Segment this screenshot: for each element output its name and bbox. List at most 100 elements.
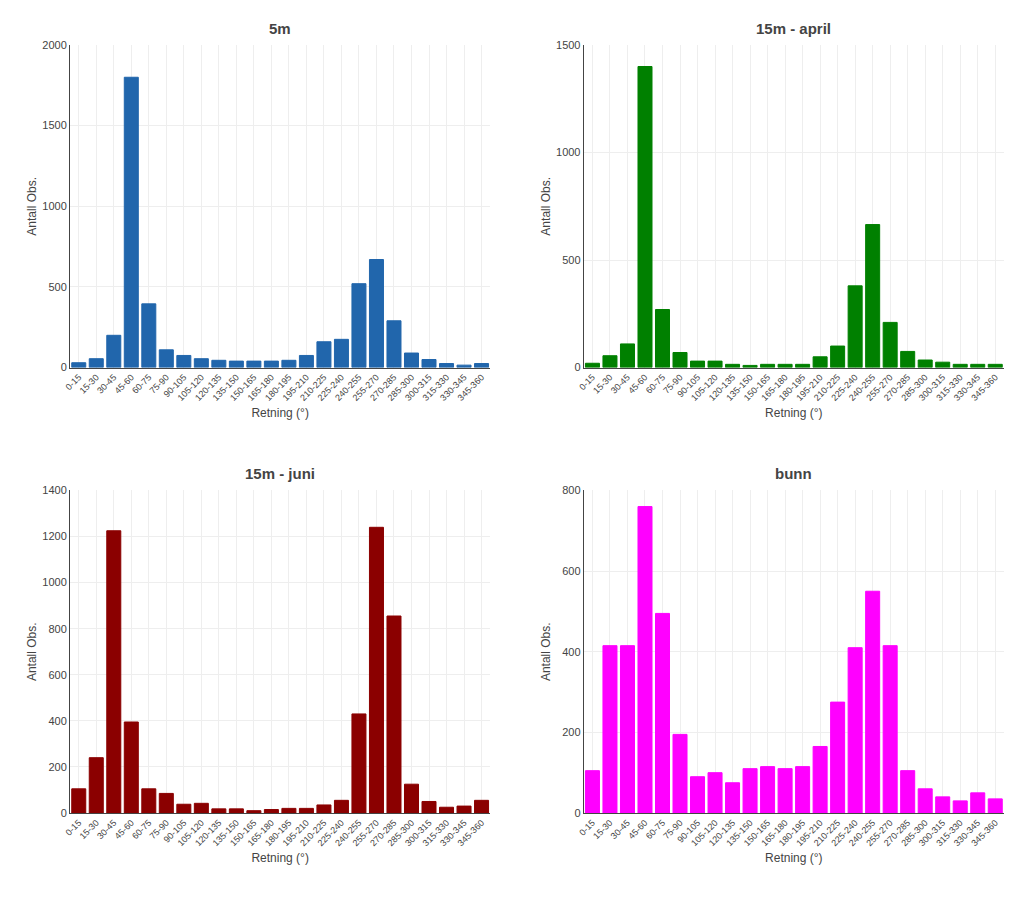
svg-text:105-120: 105-120 [176,818,206,848]
svg-text:800: 800 [562,484,580,496]
svg-text:15-30: 15-30 [78,818,101,841]
svg-text:500: 500 [562,254,580,266]
svg-text:60-75: 60-75 [644,372,667,395]
svg-text:300-315: 300-315 [917,372,947,402]
svg-text:165-180: 165-180 [759,818,789,848]
svg-text:30-45: 30-45 [609,372,632,395]
svg-text:bunn: bunn [775,465,812,482]
svg-text:45-60: 45-60 [626,818,649,841]
svg-text:Retning (°): Retning (°) [765,851,823,865]
svg-text:300-315: 300-315 [403,818,433,848]
svg-text:300-315: 300-315 [917,818,947,848]
svg-text:150-165: 150-165 [228,818,258,848]
svg-text:300-315: 300-315 [403,372,433,402]
svg-text:255-270: 255-270 [351,818,381,848]
svg-text:135-150: 135-150 [211,372,241,402]
svg-text:330-345: 330-345 [438,818,468,848]
svg-text:1200: 1200 [42,530,66,542]
svg-text:200: 200 [48,761,66,773]
svg-text:75-90: 75-90 [661,372,684,395]
svg-text:0: 0 [574,807,580,819]
svg-text:15-30: 15-30 [591,818,614,841]
svg-text:285-300: 285-300 [899,372,929,402]
svg-text:105-120: 105-120 [689,818,719,848]
svg-text:Retning (°): Retning (°) [251,406,309,420]
svg-text:45-60: 45-60 [626,372,649,395]
svg-text:0: 0 [61,807,67,819]
svg-text:2000: 2000 [42,39,66,51]
svg-text:165-180: 165-180 [759,372,789,402]
svg-text:30-45: 30-45 [95,818,118,841]
svg-text:90-105: 90-105 [162,818,189,845]
svg-text:330-345: 330-345 [952,372,982,402]
svg-text:210-225: 210-225 [812,372,842,402]
svg-text:195-210: 195-210 [281,818,311,848]
svg-text:Antall Obs.: Antall Obs. [539,622,553,681]
svg-text:60-75: 60-75 [644,818,667,841]
svg-text:150-165: 150-165 [742,372,772,402]
svg-text:240-255: 240-255 [333,372,363,402]
svg-text:15m - april: 15m - april [756,20,831,37]
svg-text:0-15: 0-15 [64,818,84,838]
svg-text:315-330: 315-330 [934,818,964,848]
svg-text:0-15: 0-15 [577,372,597,392]
svg-text:180-195: 180-195 [263,372,293,402]
svg-text:90-105: 90-105 [162,372,189,399]
svg-text:0-15: 0-15 [64,372,84,392]
svg-text:1000: 1000 [42,576,66,588]
svg-text:60-75: 60-75 [130,818,153,841]
svg-text:0-15: 0-15 [577,818,597,838]
svg-text:0: 0 [574,361,580,373]
svg-text:225-240: 225-240 [829,372,859,402]
svg-text:5m: 5m [269,20,291,37]
svg-text:210-225: 210-225 [298,372,328,402]
svg-text:90-105: 90-105 [675,372,702,399]
svg-text:Antall Obs.: Antall Obs. [25,177,39,236]
svg-text:240-255: 240-255 [847,818,877,848]
svg-text:200: 200 [562,726,580,738]
svg-text:180-195: 180-195 [777,372,807,402]
svg-text:500: 500 [48,281,66,293]
svg-text:330-345: 330-345 [438,372,468,402]
svg-text:345-360: 345-360 [456,818,486,848]
svg-text:195-210: 195-210 [281,372,311,402]
svg-text:210-225: 210-225 [812,818,842,848]
svg-text:135-150: 135-150 [211,818,241,848]
svg-text:195-210: 195-210 [794,372,824,402]
svg-text:345-360: 345-360 [969,818,999,848]
svg-text:120-135: 120-135 [707,818,737,848]
svg-text:315-330: 315-330 [421,372,451,402]
svg-text:285-300: 285-300 [899,818,929,848]
svg-text:1500: 1500 [556,39,580,51]
svg-text:15-30: 15-30 [78,372,101,395]
svg-text:270-285: 270-285 [368,818,398,848]
svg-text:225-240: 225-240 [829,818,859,848]
svg-text:15m - juni: 15m - juni [245,465,315,482]
svg-text:1000: 1000 [42,200,66,212]
svg-text:400: 400 [562,646,580,658]
svg-text:15-30: 15-30 [591,372,614,395]
svg-text:270-285: 270-285 [368,372,398,402]
svg-text:120-135: 120-135 [193,818,223,848]
svg-text:800: 800 [48,623,66,635]
svg-text:330-345: 330-345 [952,818,982,848]
svg-text:400: 400 [48,715,66,727]
svg-text:75-90: 75-90 [148,372,171,395]
svg-text:285-300: 285-300 [386,372,416,402]
svg-text:120-135: 120-135 [707,372,737,402]
svg-text:1000: 1000 [556,146,580,158]
svg-text:1500: 1500 [42,119,66,131]
svg-text:270-285: 270-285 [882,818,912,848]
svg-text:60-75: 60-75 [130,372,153,395]
svg-text:135-150: 135-150 [724,818,754,848]
svg-text:165-180: 165-180 [246,372,276,402]
svg-text:Retning (°): Retning (°) [765,406,823,420]
svg-text:105-120: 105-120 [689,372,719,402]
svg-text:345-360: 345-360 [456,372,486,402]
svg-text:210-225: 210-225 [298,818,328,848]
svg-text:1400: 1400 [42,484,66,496]
svg-text:180-195: 180-195 [263,818,293,848]
svg-text:225-240: 225-240 [316,372,346,402]
svg-text:105-120: 105-120 [176,372,206,402]
svg-text:180-195: 180-195 [777,818,807,848]
